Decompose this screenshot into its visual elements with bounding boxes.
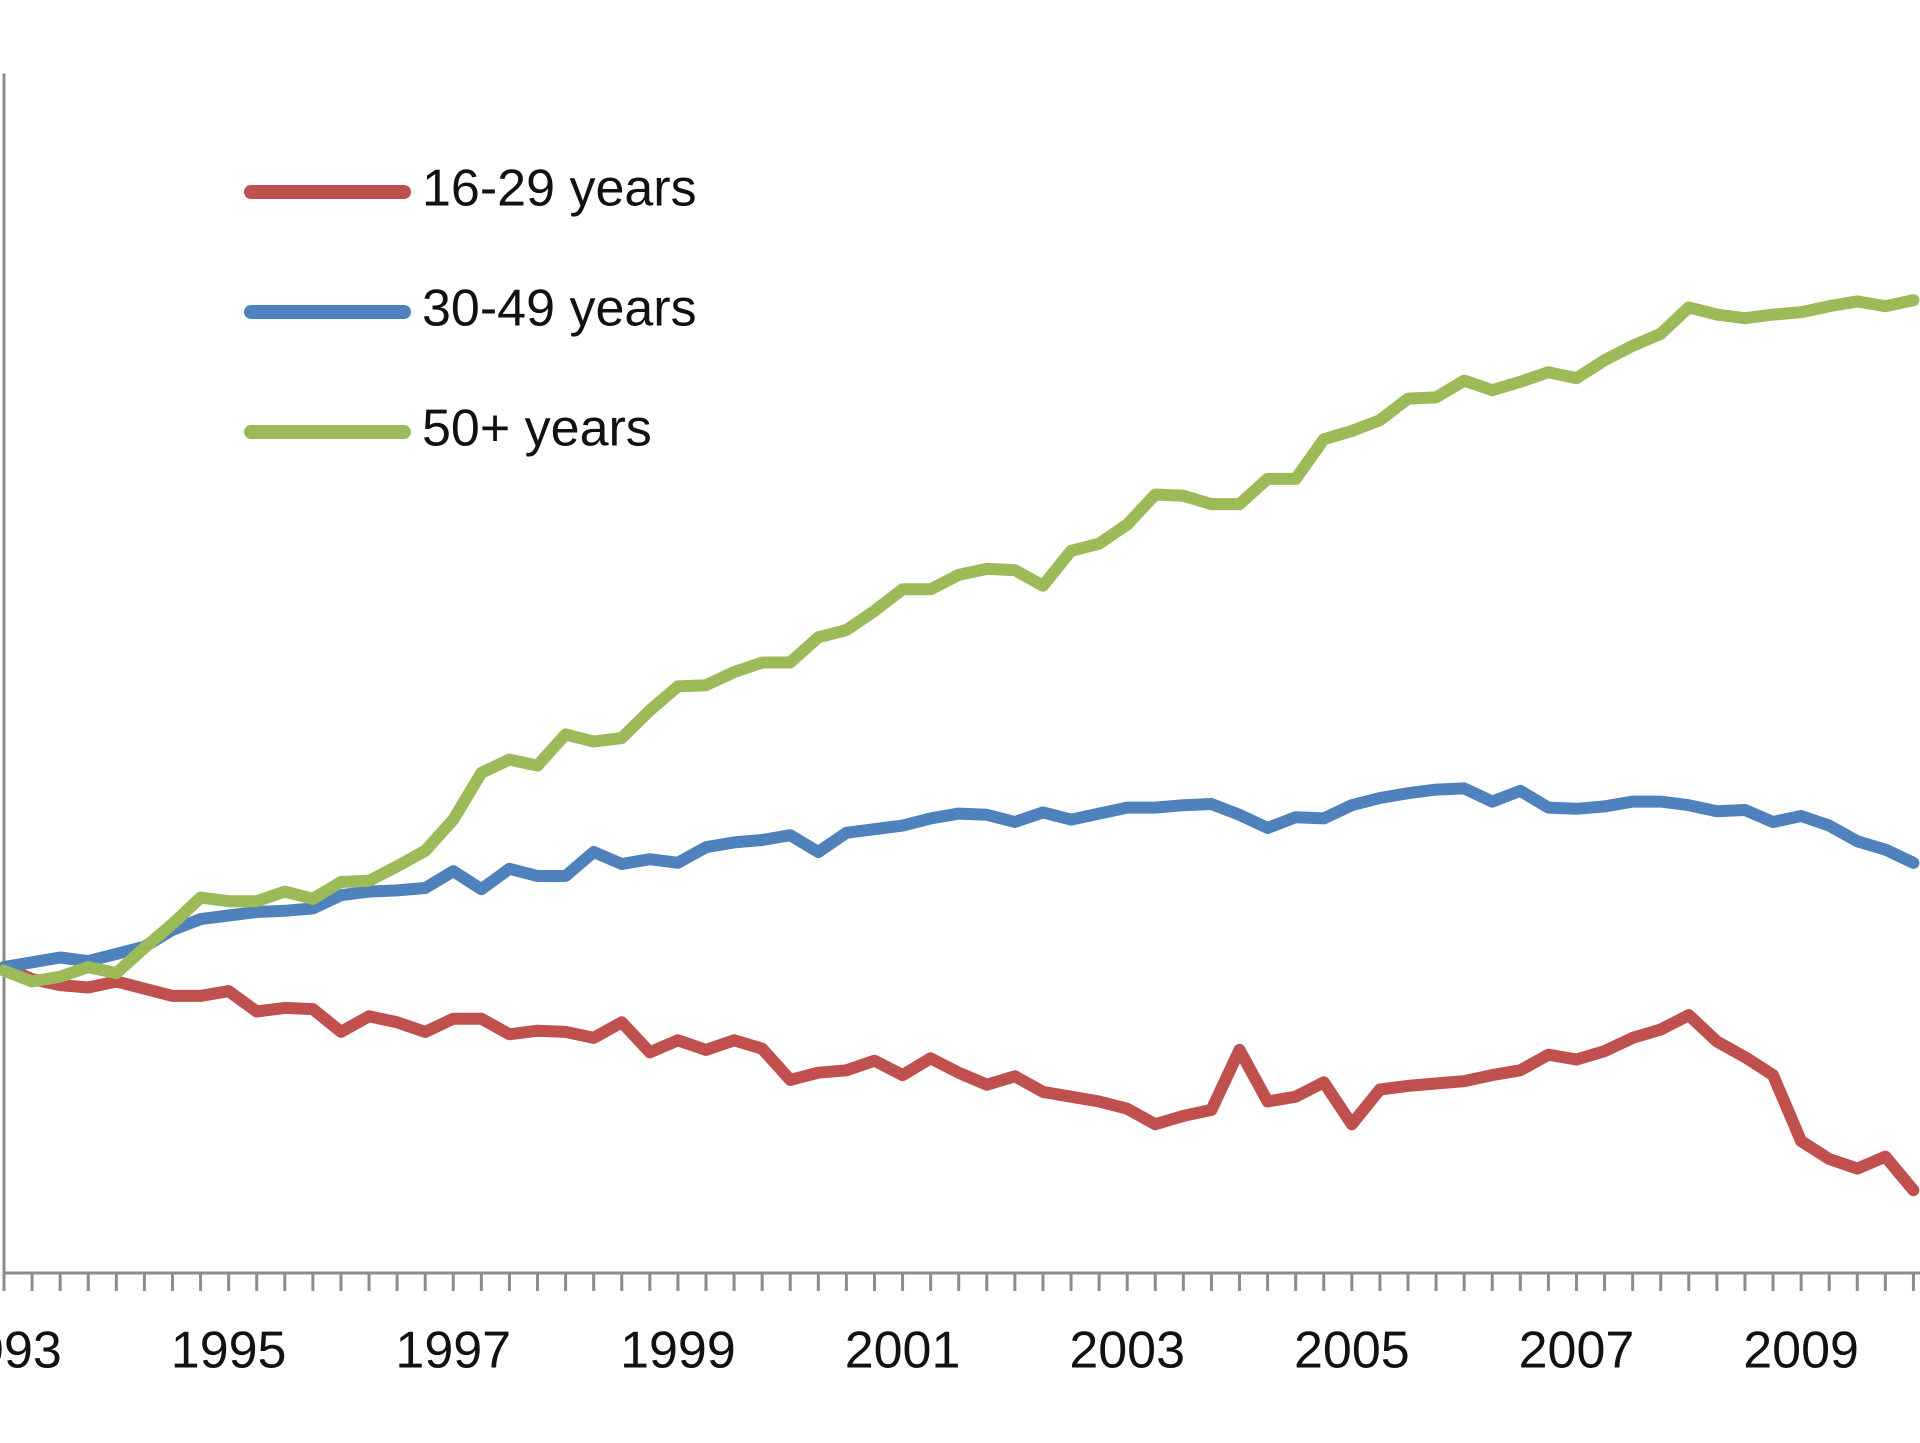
x-tick-label: 1997: [395, 1322, 511, 1380]
x-tick-label: 2005: [1294, 1322, 1410, 1380]
legend-label: 50+ years: [422, 400, 652, 458]
x-tick-label: 2007: [1519, 1322, 1635, 1380]
series-line: [0, 782, 1920, 974]
legend-label: 16-29 years: [422, 160, 697, 218]
x-tick-label: 2003: [1069, 1322, 1185, 1380]
x-tick-label: 1999: [620, 1322, 736, 1380]
x-tick-label: 2001: [845, 1322, 961, 1380]
series-line: [0, 961, 1920, 1197]
x-tick-label: 1995: [171, 1322, 287, 1380]
series-line: [0, 294, 1920, 988]
legend-label: 30-49 years: [422, 280, 697, 338]
x-tick-label: 2009: [1743, 1322, 1859, 1380]
x-tick-label: 1993: [0, 1322, 62, 1380]
